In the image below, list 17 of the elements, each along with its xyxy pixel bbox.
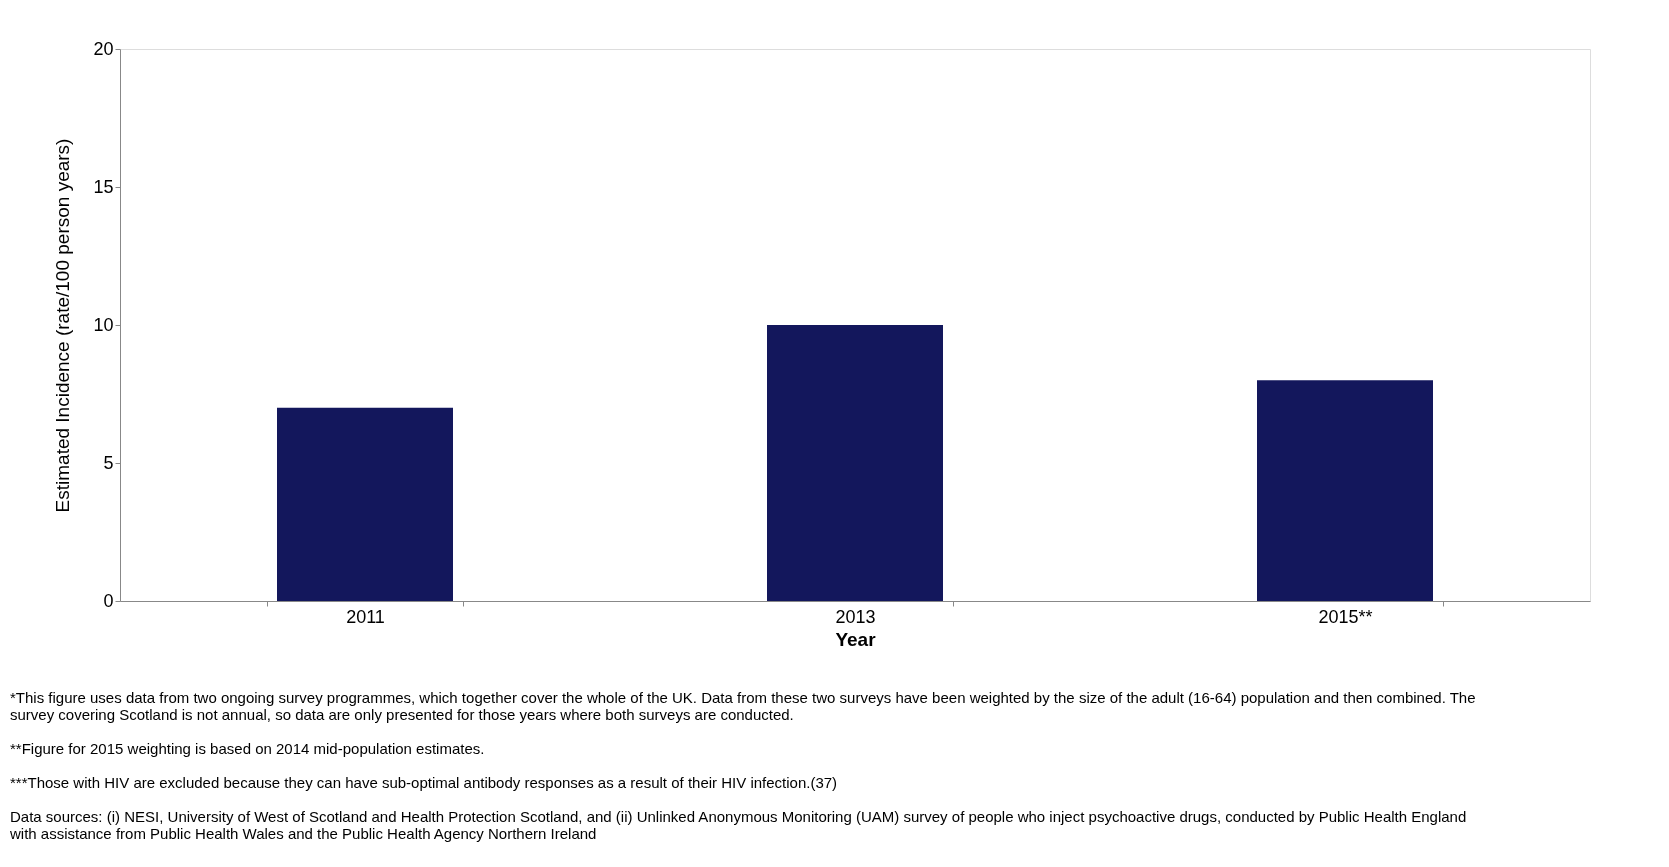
text: **Figure for 2015 weighting is based on 2014 mid-population estimates. <box>10 740 485 757</box>
text: ***Those with HIV are excluded because they can have sub-optimal antibody responses as a result of their HIV infection.(37) <box>10 774 838 791</box>
bar <box>1257 380 1433 601</box>
y-axis-title: Estimated Incidence (rate/100 person years) <box>52 138 74 513</box>
x-tick-label: 2011 <box>346 606 385 627</box>
x-axis-title: Year <box>835 628 877 650</box>
y-tick-label: 5 <box>103 452 114 473</box>
y-tick-label: 0 <box>103 590 114 611</box>
bar <box>277 407 453 601</box>
text: *This figure uses data from two ongoing survey programmes, which together cover the whole of the UK. Data from these two surveys have been weighted by the size of the adult (16-64) population and then combined. The survey covering Scotland is not annual, so data are only presented for those years where both surveys are conducted. <box>10 689 1476 723</box>
x-tick-label: 2015** <box>1318 606 1373 627</box>
bar <box>767 325 943 601</box>
text: Data sources: (i) NESI, University of West of Scotland and Health Protection Scotland, and (ii) Unlinked Anonymous Monitoring (UAM) survey of people who inject psychoactive drugs, conducted by Public Health England with assistance from Public Health Wales and the Public Health Agency Northern Ireland <box>9 808 1467 842</box>
y-tick-label: 15 <box>93 176 114 197</box>
x-tick-label: 2013 <box>835 606 876 627</box>
y-tick-label: 20 <box>93 38 114 59</box>
y-tick-label: 10 <box>93 314 114 335</box>
